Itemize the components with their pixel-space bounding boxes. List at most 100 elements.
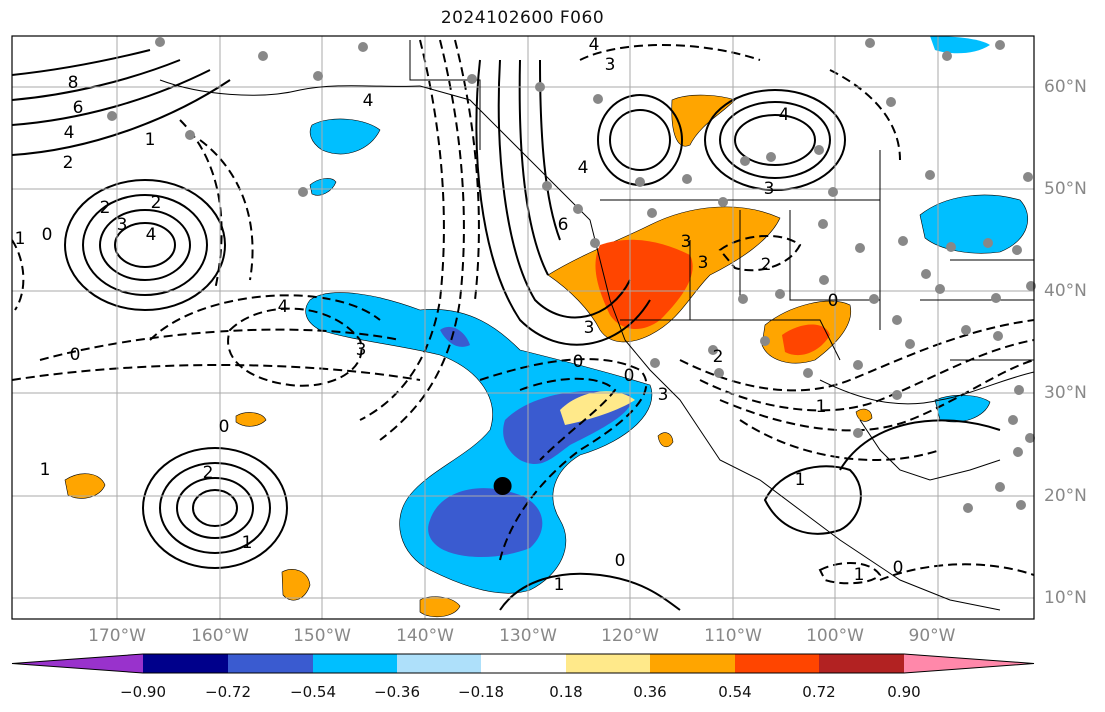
map-frame [11,35,1035,620]
contour-label: 0 [573,352,584,372]
strong-positive-anomaly-plains [782,324,830,356]
colorbar-segment [650,654,735,673]
colorbar-segment [481,654,566,673]
contour-label: 3 [356,340,367,360]
positive-anomaly-subtropic [281,569,311,601]
colorbar-segment [143,654,228,673]
coastlines [159,40,1035,611]
lon-tick-label: 140°W [396,626,454,646]
contour-label: 2 [761,255,772,275]
negative-anomaly-alaska [309,118,381,155]
contour-label: 1 [795,470,806,490]
colorbar-tick-label: −0.54 [290,683,336,701]
contour-label: 3 [698,253,709,273]
positive-anomaly-mexico [657,432,674,448]
contour-label: 4 [64,123,75,143]
contour-label: 1 [145,130,156,150]
negative-anomaly-northeast [930,36,990,54]
colorbar [11,653,1035,674]
colorbar-tick-label: 0.72 [802,683,836,701]
contour-label: 3 [658,385,669,405]
lat-tick-label: 60°N [1044,77,1087,97]
colorbar-tick-label: 0.54 [718,683,752,701]
positive-anomaly-gulf-small [855,408,873,422]
contour-label: 0 [615,551,626,571]
contour-label: 1 [854,565,865,585]
contour-label: 1 [242,533,253,553]
colorbar-tick-label: −0.90 [120,683,166,701]
contour-label: 4 [589,35,600,55]
dashed-contours [12,39,1034,585]
strong-positive-anomaly [595,239,693,330]
graticule [12,36,1034,619]
colorbar-segment [819,654,904,673]
lat-tick-label: 30°N [1044,383,1087,403]
lon-tick-label: 90°W [908,626,956,646]
contour-label: 0 [42,225,53,245]
lon-tick-label: 170°W [88,626,146,646]
contour-label: 2 [63,153,74,173]
lat-tick-label: 40°N [1044,281,1087,301]
contour-label: 3 [584,318,595,338]
colorbar-tick-label: 0.90 [887,683,921,701]
colorbar-tick-label: 0.36 [633,683,667,701]
contour-label: 1 [15,229,26,249]
lon-tick-label: 150°W [293,626,351,646]
lon-tick-label: 100°W [806,626,864,646]
positive-anomaly-dateline [64,473,106,499]
lon-tick-label: 160°W [191,626,249,646]
contour-label: 3 [605,55,616,75]
contour-label: 0 [828,291,839,311]
negative-anomaly-band [305,292,653,594]
colorbar-segment [397,654,481,673]
contour-label: 0 [893,558,904,578]
contour-label: 4 [278,297,289,317]
contour-label: 6 [558,215,569,235]
contour-label: 2 [100,198,111,218]
contour-labels: 8 6 4 2 1 0 2 3 4 2 1 4 4 3 0 4 6 3 3 0 … [15,35,904,595]
map-title: 2024102600 F060 [440,8,605,28]
contour-label: 2 [203,463,214,483]
colorbar-outline [11,653,1035,674]
contour-label: 3 [764,179,775,199]
colorbar-extend-low [12,654,143,673]
contour-label: 8 [68,73,79,93]
lon-tick-label: 110°W [704,626,762,646]
colorbar-tick-label: −0.36 [374,683,420,701]
colorbar-extend-high [904,654,1034,673]
contour-label: 4 [578,158,589,178]
contour-label: 1 [816,397,827,417]
contour-label: 3 [117,215,128,235]
strong-negative-anomaly-south [428,488,543,557]
colorbar-tick-label: −0.18 [458,683,504,701]
strong-negative-anomaly-small [440,326,470,347]
contour-label: 0 [70,345,81,365]
colorbar-tick-label: 0.18 [549,683,583,701]
contour-label: 2 [713,347,724,367]
lat-tick-label: 10°N [1044,588,1087,608]
contour-label: 0 [624,366,635,386]
target-marker [493,477,512,495]
solid-contours [12,49,1001,611]
contour-label: 4 [146,225,157,245]
positive-anomaly-south [419,596,461,618]
colorbar-tick-label: −0.72 [205,683,251,701]
contour-label: 4 [363,91,374,111]
contour-label: 3 [681,232,692,252]
contour-label: 4 [779,105,790,125]
colorbar-segment [313,654,397,673]
contour-label: 0 [219,417,230,437]
lat-tick-label: 50°N [1044,179,1087,199]
negative-anomaly-pacific [309,178,337,196]
contour-label: 1 [554,575,565,595]
weak-positive-anomaly [560,391,635,425]
lon-tick-label: 120°W [601,626,659,646]
contour-label: 2 [151,193,162,213]
station-dots [107,37,1036,513]
colorbar-segment [735,654,819,673]
lon-tick-label: 130°W [499,626,557,646]
lat-tick-label: 20°N [1044,486,1087,506]
positive-anomaly-small [235,412,267,427]
contour-label: 6 [73,98,84,118]
